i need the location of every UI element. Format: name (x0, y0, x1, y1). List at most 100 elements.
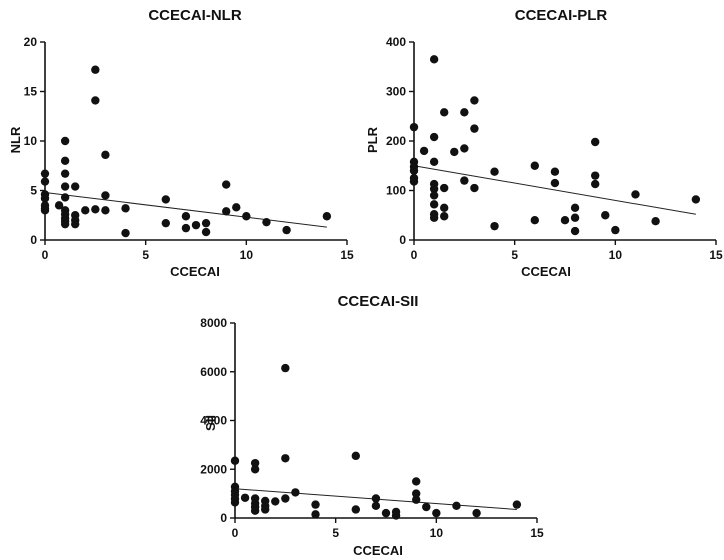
x-tick-label: 0 (42, 248, 49, 262)
data-point (422, 502, 431, 512)
data-point (351, 451, 360, 461)
data-point (409, 177, 419, 186)
data-point (432, 508, 441, 518)
data-point (570, 203, 580, 213)
x-tick-label: 5 (142, 248, 149, 262)
data-point (412, 477, 421, 486)
data-point (371, 494, 381, 503)
data-point (222, 207, 231, 216)
data-point (291, 488, 300, 497)
data-point (161, 195, 170, 204)
data-point (490, 221, 499, 231)
x-tick-label: 10 (430, 526, 444, 540)
data-point (322, 212, 332, 221)
x-tick-label: 15 (340, 248, 354, 262)
data-point (440, 108, 449, 117)
data-point (101, 206, 110, 215)
data-point (191, 220, 201, 230)
y-tick-label: 2000 (200, 462, 227, 476)
data-point (560, 216, 570, 225)
x-tick-label: 0 (232, 526, 239, 540)
y-axis-label: SII (203, 415, 218, 431)
y-axis-label: NLR (8, 126, 23, 153)
data-point (262, 217, 271, 227)
x-axis-label: CCECAI (521, 264, 571, 279)
data-point (371, 501, 381, 511)
data-point (440, 183, 449, 193)
chart-title: CCECAI-PLR (515, 7, 608, 24)
data-point (570, 226, 580, 236)
data-point (281, 454, 290, 463)
data-point (429, 213, 439, 222)
data-point (71, 182, 80, 191)
data-point (230, 456, 240, 465)
data-point (631, 190, 640, 199)
data-point (490, 167, 499, 176)
data-point (71, 219, 80, 229)
chart-title: CCECAI-NLR (148, 7, 241, 24)
data-point (201, 218, 211, 228)
data-point (250, 465, 260, 474)
data-point (470, 183, 479, 193)
data-point (601, 211, 610, 220)
chart-title: CCECAI-SII (338, 293, 419, 310)
data-point (691, 195, 701, 204)
data-point (242, 212, 251, 221)
panel-ccecai-sii: CCECAI-SII CCECAI SII 0 2000 4000 6000 8000 0… (200, 293, 544, 558)
data-point (60, 193, 70, 202)
x-tick-label: 10 (240, 248, 254, 262)
data-point (419, 146, 429, 156)
data-point (472, 508, 481, 518)
data-point (470, 124, 479, 133)
data-point (181, 212, 191, 221)
data-point (230, 498, 240, 507)
data-point (470, 96, 479, 105)
data-point (54, 201, 64, 210)
y-tick-label: 100 (386, 184, 406, 198)
data-point (429, 55, 439, 64)
y-tick-label: 0 (399, 233, 406, 247)
data-point (530, 216, 539, 225)
data-point (311, 510, 320, 519)
data-point (250, 458, 260, 468)
data-point (591, 171, 600, 180)
data-point (530, 161, 539, 170)
data-point (60, 219, 70, 229)
panel-ccecai-plr: CCECAI-PLR CCECAI PLR 0 100 200 300 400 0 5 10 1… (365, 7, 723, 279)
y-tick-label: 5 (30, 184, 37, 198)
data-point (60, 156, 70, 165)
y-tick-label: 4000 (200, 414, 227, 428)
data-point (161, 218, 170, 228)
data-point (450, 147, 459, 157)
data-point (512, 500, 522, 509)
y-axis-label: PLR (365, 126, 380, 153)
data-point (429, 184, 439, 194)
y-tick-label: 8000 (200, 316, 227, 330)
data-point (60, 169, 70, 178)
data-point (429, 132, 439, 142)
data-point (40, 206, 50, 215)
data-point (181, 223, 191, 233)
data-point (351, 505, 360, 514)
data-point (391, 511, 401, 520)
data-point (591, 179, 600, 189)
x-tick-label: 0 (411, 248, 418, 262)
data-point (452, 501, 461, 511)
data-point (240, 493, 250, 502)
x-tick-label: 10 (609, 248, 623, 262)
y-tick-label: 6000 (200, 365, 227, 379)
data-point (60, 182, 70, 191)
data-point (281, 363, 290, 373)
data-point (381, 508, 391, 518)
data-point (250, 506, 260, 515)
data-point (460, 144, 469, 153)
x-tick-label: 5 (511, 248, 518, 262)
data-point (60, 136, 70, 146)
x-tick-label: 15 (530, 526, 544, 540)
data-point (311, 500, 320, 509)
data-point (550, 178, 560, 188)
data-point (91, 65, 100, 74)
data-point (591, 137, 600, 147)
data-point (40, 177, 50, 186)
